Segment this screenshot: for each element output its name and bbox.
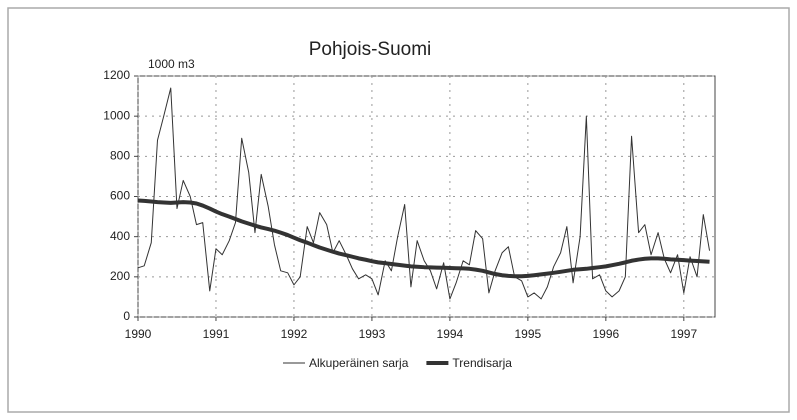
y-tick-label: 800 [110, 149, 130, 163]
series-line [137, 87, 711, 300]
x-tick-label: 1997 [670, 327, 697, 341]
y-tick-label: 1000 [103, 108, 130, 122]
x-tick-label: 1995 [515, 327, 542, 341]
legend-label: Trendisarja [452, 356, 512, 370]
chart-title: Pohjois-Suomi [309, 39, 432, 60]
y-tick-label: 600 [110, 189, 130, 203]
x-tick-label: 1993 [359, 327, 386, 341]
y-axis-label: 1000 m3 [148, 57, 195, 71]
legend-label: Alkuperäinen sarja [309, 356, 409, 370]
y-tick-label: 0 [123, 309, 130, 323]
x-tick-label: 1990 [125, 327, 152, 341]
y-tick-label: 1200 [103, 68, 130, 82]
x-tick-label: 1994 [437, 327, 464, 341]
x-tick-label: 1991 [203, 327, 230, 341]
series-line [137, 198, 710, 279]
y-tick-label: 200 [110, 269, 130, 283]
x-tick-label: 1996 [592, 327, 619, 341]
x-tick-label: 1992 [281, 327, 308, 341]
y-tick-label: 400 [110, 229, 130, 243]
